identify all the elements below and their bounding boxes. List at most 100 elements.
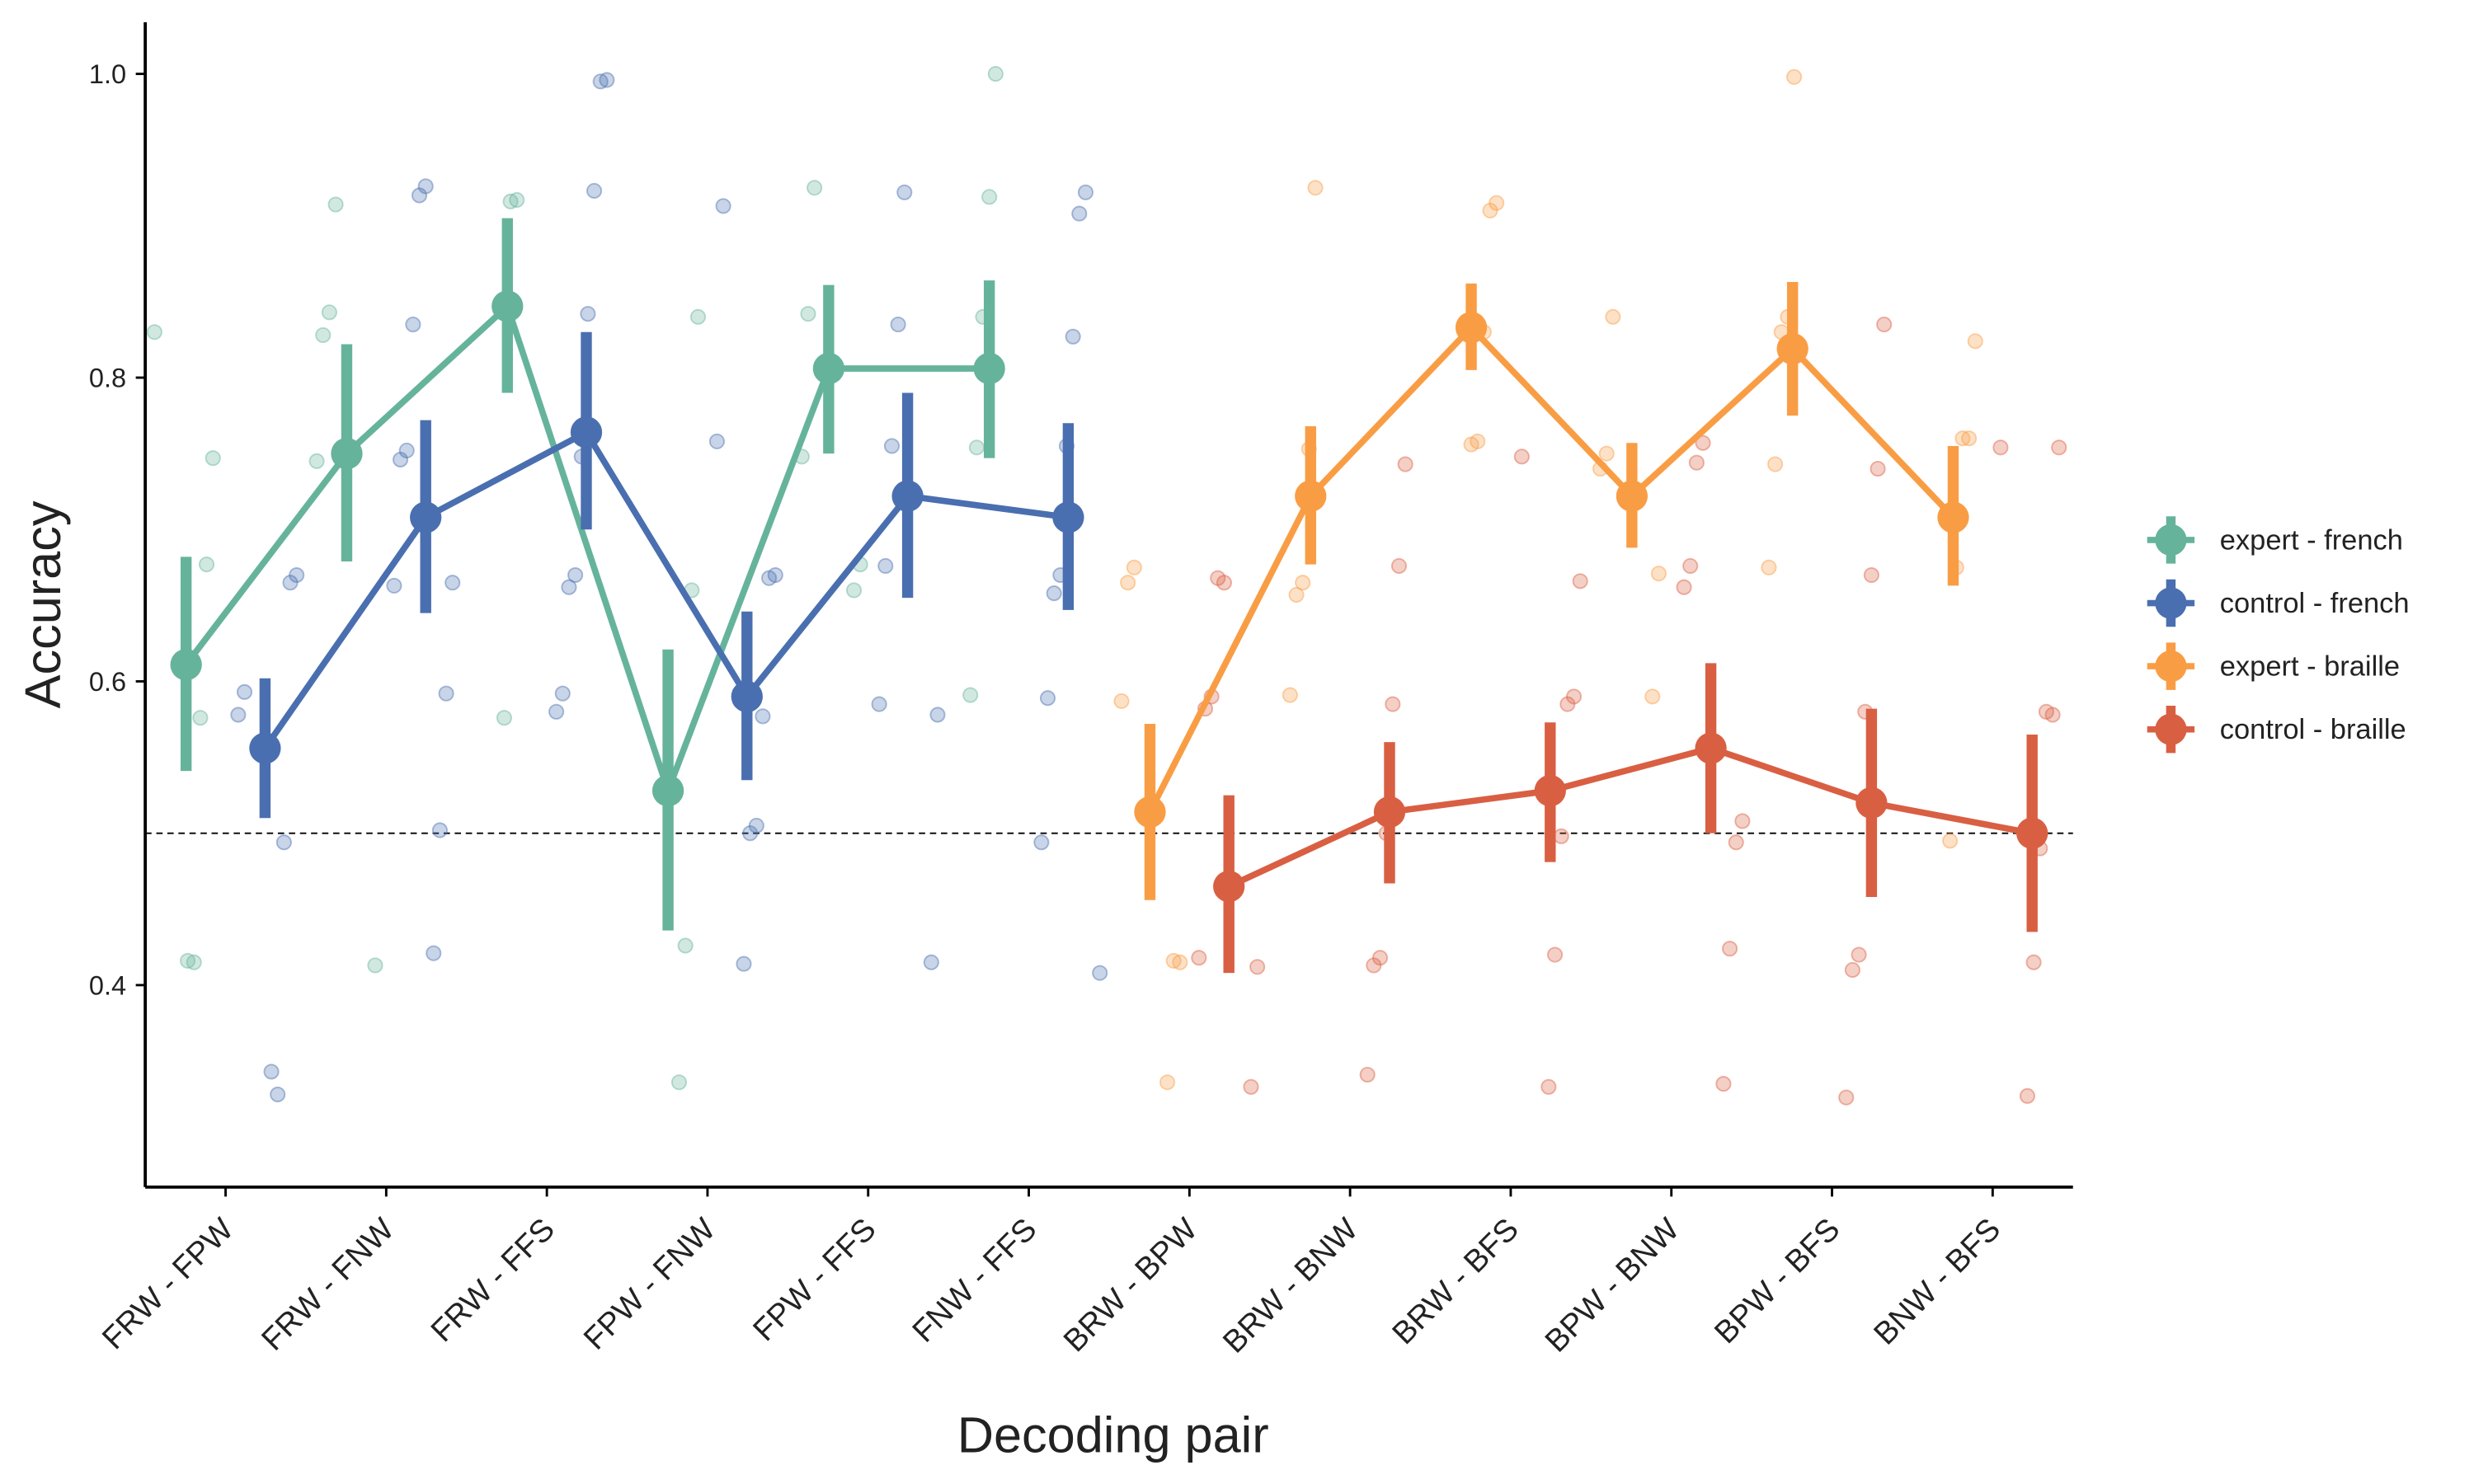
subject-point — [1482, 202, 1498, 218]
subject-point — [742, 825, 759, 842]
subject-point — [1390, 557, 1408, 575]
subject-point — [845, 582, 863, 599]
y-tick-label: 0.8 — [89, 364, 126, 393]
subject-point — [1513, 448, 1530, 465]
subject-point — [548, 703, 565, 720]
x-tick-label: BPW - BFS — [1708, 1211, 1847, 1350]
subject-point — [1033, 834, 1050, 851]
subject-point — [431, 822, 448, 838]
subject-point — [1565, 688, 1583, 705]
subject-point — [1844, 961, 1860, 979]
subject-point — [1761, 559, 1777, 575]
mean-point — [410, 501, 442, 533]
subject-point — [1489, 195, 1505, 211]
mean-point — [1534, 774, 1566, 807]
legend-swatch-point — [2155, 587, 2187, 619]
subject-point — [1553, 828, 1569, 844]
subject-point — [327, 196, 344, 213]
subject-point — [800, 306, 816, 322]
subject-point — [263, 1064, 280, 1080]
subject-point — [871, 696, 887, 712]
legend-label: expert - french — [2220, 524, 2403, 556]
y-tick-label: 1.0 — [89, 59, 126, 89]
subject-point — [1159, 1074, 1176, 1091]
subject-point — [308, 453, 325, 469]
subject-point — [1282, 687, 1298, 703]
subject-point — [689, 308, 707, 325]
legend-label: control - braille — [2220, 714, 2406, 745]
subject-point — [315, 326, 332, 344]
subject-point — [1071, 205, 1088, 222]
subject-point — [1559, 696, 1576, 712]
subject-point — [186, 954, 202, 970]
subject-point — [1191, 950, 1207, 966]
subject-point — [146, 324, 162, 340]
subject-point — [1126, 559, 1142, 575]
x-tick-label: FNW - FFS — [905, 1211, 1043, 1349]
legend-swatch-point — [2155, 650, 2187, 683]
subject-point — [1546, 946, 1564, 963]
subject-point — [1092, 965, 1108, 981]
subject-point — [1077, 184, 1094, 200]
subject-point — [929, 707, 946, 723]
subject-point — [1165, 952, 1182, 969]
subject-point — [883, 438, 901, 454]
mean-point — [1134, 796, 1166, 829]
mean-point — [1213, 871, 1245, 903]
legend-label: control - french — [2220, 588, 2410, 619]
mean-point — [331, 438, 363, 470]
subject-point — [236, 683, 253, 700]
subject-point — [1210, 570, 1226, 586]
subject-point — [509, 191, 525, 209]
subject-point — [767, 566, 783, 584]
x-tick-label: FPW - FNW — [577, 1211, 722, 1356]
x-tick-label: FRW - FFS — [424, 1211, 562, 1349]
subject-point — [1605, 308, 1621, 325]
subject-point — [1961, 430, 1978, 447]
legend-label: expert - braille — [2220, 651, 2400, 683]
subject-point — [1992, 439, 2009, 456]
subject-point — [230, 707, 247, 723]
subject-point — [1172, 954, 1188, 970]
mean-point — [1052, 501, 1084, 533]
mean-point — [891, 480, 924, 512]
series-line — [1227, 744, 2033, 890]
mean-point — [812, 352, 845, 385]
y-tick-label: 0.6 — [89, 667, 126, 697]
mean-point — [1295, 480, 1327, 512]
legend-swatch-point — [2155, 713, 2187, 745]
subject-point — [1876, 316, 1893, 333]
subject-point — [561, 579, 577, 595]
x-tick-label: BRW - BNW — [1216, 1211, 1365, 1360]
subject-point — [968, 439, 985, 456]
mean-point — [1937, 501, 1969, 533]
subject-point — [1954, 430, 1971, 447]
subject-point — [761, 570, 778, 586]
subject-point — [1851, 946, 1867, 963]
x-tick-label: BPW - BNW — [1538, 1211, 1686, 1359]
subject-point — [1967, 333, 1983, 350]
mean-point — [973, 352, 1005, 385]
x-axis-label: Decoding pair — [957, 1407, 1269, 1463]
subject-point — [586, 182, 603, 200]
subject-point — [1371, 950, 1389, 966]
subject-point — [877, 557, 894, 575]
subject-point — [417, 178, 434, 195]
subject-point — [962, 687, 979, 703]
subject-point — [1470, 433, 1486, 449]
subject-point — [1065, 328, 1081, 345]
subject-point — [1243, 1078, 1259, 1095]
subject-point — [1767, 456, 1784, 472]
x-tick-label: FPW - FFS — [746, 1211, 883, 1348]
x-tick-label: FRW - FNW — [255, 1211, 401, 1357]
subject-point — [736, 956, 752, 972]
subject-point — [392, 451, 409, 468]
subject-point — [1463, 436, 1479, 453]
subject-point — [405, 316, 421, 333]
series-line — [183, 300, 990, 801]
subject-point — [1397, 456, 1413, 472]
subject-point — [1249, 959, 1266, 975]
subject-point — [580, 306, 596, 322]
subject-point — [2044, 707, 2061, 723]
